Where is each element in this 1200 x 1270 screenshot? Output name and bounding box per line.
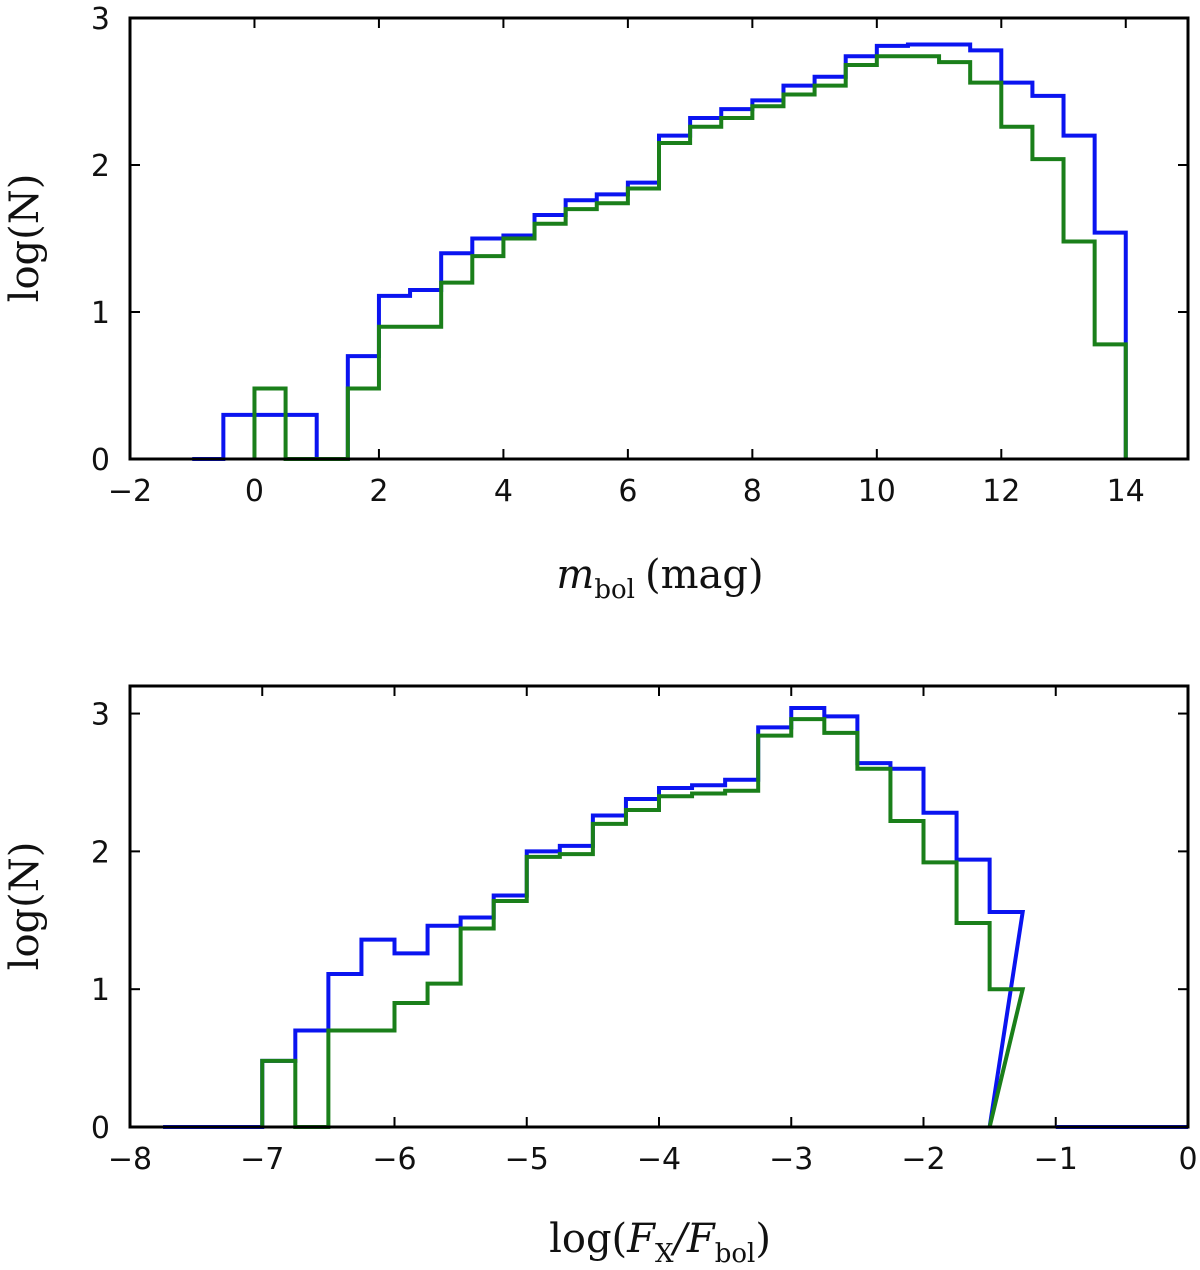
top-series-green — [252, 54, 1128, 461]
top-ytick-label: 3 — [91, 2, 110, 37]
bottom-xlabel-post: ) — [755, 1216, 771, 1262]
bottom-xtick-label: 0 — [1178, 1142, 1197, 1177]
top-xlabel: mbol (mag) — [556, 552, 763, 605]
bottom-xtick-label: −4 — [637, 1142, 681, 1177]
bottom-xlabel: log(FX/Fbol) — [549, 1216, 771, 1269]
bottom-xtick-label: −6 — [372, 1142, 416, 1177]
top-xtick-label: 8 — [743, 474, 762, 509]
bottom-ylabel: log(N) — [2, 842, 48, 971]
bottom-ytick-label: 0 — [91, 1111, 110, 1146]
bottom-series-blue — [163, 706, 1026, 1129]
top-xtick-label: 0 — [245, 474, 264, 509]
top-plot-frame — [128, 16, 1190, 461]
bottom-xtick-label: −7 — [240, 1142, 284, 1177]
top-ytick-label: 0 — [91, 443, 110, 478]
bottom-ticks: −8 −7 −6 −5 −4 −3 −2 −1 0 0 1 2 3 — [91, 686, 1198, 1177]
top-series-blue — [192, 42, 1128, 461]
top-ylabel: log(N) — [2, 174, 48, 303]
bottom-plot-frame — [128, 684, 1190, 1129]
top-xlabel-unit: (mag) — [645, 552, 764, 598]
bottom-xtick-label: −5 — [505, 1142, 549, 1177]
top-ytick-label: 2 — [91, 149, 110, 184]
top-series — [192, 42, 1128, 461]
bottom-xlabel-pre: log( — [549, 1216, 627, 1262]
top-xtick-label: 2 — [369, 474, 388, 509]
bottom-xtick-label: −1 — [1034, 1142, 1078, 1177]
bottom-xlabel-sub2: bol — [715, 1239, 756, 1269]
top-ytick-label: 1 — [91, 296, 110, 331]
bottom-xlabel-main: F — [626, 1216, 656, 1262]
bottom-xtick-label: −8 — [108, 1142, 152, 1177]
top-xtick-label: 10 — [858, 474, 896, 509]
top-xtick-label: 14 — [1107, 474, 1145, 509]
top-xtick-label: 4 — [494, 474, 513, 509]
bottom-series — [163, 706, 1188, 1129]
top-xtick-label: 6 — [618, 474, 637, 509]
top-xtick-label: 12 — [982, 474, 1020, 509]
bottom-xlabel-mid: /F — [669, 1216, 715, 1262]
bottom-ytick-label: 1 — [91, 973, 110, 1008]
bottom-ytick-label: 2 — [91, 835, 110, 870]
top-xtick-label: −2 — [108, 474, 152, 509]
top-xlabel-main: m — [556, 552, 594, 598]
bottom-xtick-label: −3 — [769, 1142, 813, 1177]
bottom-ytick-label: 3 — [91, 698, 110, 733]
bottom-histogram-panel: −8 −7 −6 −5 −4 −3 −2 −1 0 0 1 2 3 log(N) log(FX/Fbol… — [2, 684, 1198, 1269]
bottom-xtick-label: −2 — [901, 1142, 945, 1177]
bottom-series-green — [260, 717, 1026, 1129]
bottom-xlabel-sub: X — [655, 1239, 674, 1269]
top-xlabel-sub: bol — [594, 575, 635, 605]
